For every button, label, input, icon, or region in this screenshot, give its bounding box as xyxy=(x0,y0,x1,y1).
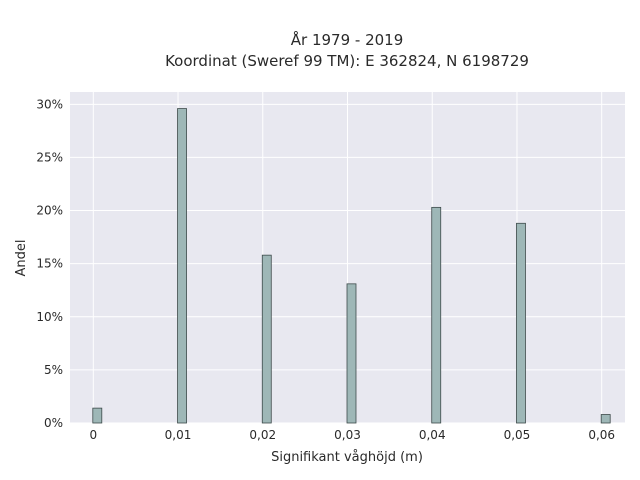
x-axis-label: Signifikant våghöjd (m) xyxy=(271,450,423,465)
x-tick-label: 0,05 xyxy=(504,428,531,442)
bar xyxy=(346,283,357,424)
bar xyxy=(261,254,272,424)
x-tick-label: 0,01 xyxy=(165,428,192,442)
y-tick-label: 30% xyxy=(36,97,63,111)
bar xyxy=(177,108,187,424)
bar xyxy=(600,414,611,424)
x-tick-label: 0 xyxy=(89,428,97,442)
y-tick-label: 20% xyxy=(36,204,63,218)
y-tick-label: 5% xyxy=(44,363,63,377)
x-tick-label: 0,04 xyxy=(419,428,446,442)
bar-layer xyxy=(92,108,611,424)
chart-title-line2: Koordinat (Sweref 99 TM): E 362824, N 61… xyxy=(165,52,529,70)
y-axis-label: Andel xyxy=(14,240,29,277)
y-tick-label: 10% xyxy=(36,310,63,324)
x-tick-label: 0,02 xyxy=(249,428,276,442)
y-tick-label: 25% xyxy=(36,150,63,164)
bar xyxy=(516,222,526,424)
y-tick-label: 0% xyxy=(44,416,63,430)
y-tick-label: 15% xyxy=(36,257,63,271)
tick-layer: 0% 5% 10% 15% 20% 25% 30% 0 0,01 0,02 0,03 0,04 0,05… xyxy=(36,97,615,442)
bar xyxy=(431,206,442,424)
x-tick-label: 0,06 xyxy=(588,428,615,442)
bar xyxy=(92,407,103,424)
x-tick-label: 0,03 xyxy=(334,428,361,442)
chart-title-line1: År 1979 - 2019 xyxy=(291,30,404,49)
